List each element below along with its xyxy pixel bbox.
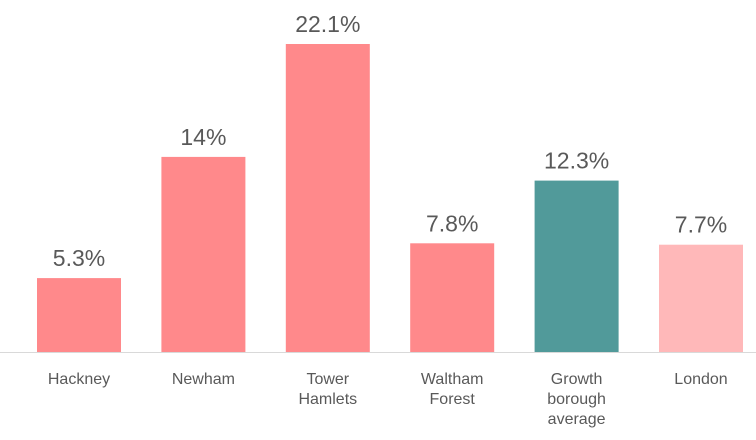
category-label-0-line-0: Hackney <box>48 371 110 388</box>
bar-0 <box>37 278 121 352</box>
bar-value-label-3: 7.8% <box>426 210 478 236</box>
bar-value-label-0: 5.3% <box>53 245 105 271</box>
category-label-5-line-0: London <box>674 371 727 388</box>
bar-2 <box>285 44 370 352</box>
category-label-4-line-1: borough <box>547 391 606 408</box>
bar-5 <box>659 244 743 352</box>
bar-value-label-5: 7.7% <box>675 212 727 238</box>
bar-value-label-2: 22.1% <box>295 11 360 37</box>
category-label-1-line-0: Newham <box>172 371 235 388</box>
bar-1 <box>161 156 246 352</box>
bar-4 <box>534 180 619 352</box>
category-label-4-line-2: average <box>548 411 606 428</box>
bar-3 <box>410 243 495 352</box>
category-label-2-line-1: Hamlets <box>298 391 357 408</box>
category-label-4-line-0: Growth <box>551 371 603 388</box>
bar-value-label-4: 12.3% <box>544 148 609 174</box>
category-label-3-line-1: Forest <box>430 391 476 408</box>
category-label-2-line-0: Tower <box>306 371 349 388</box>
category-label-3-line-0: Waltham <box>421 371 484 388</box>
bar-value-label-1: 14% <box>180 124 226 150</box>
